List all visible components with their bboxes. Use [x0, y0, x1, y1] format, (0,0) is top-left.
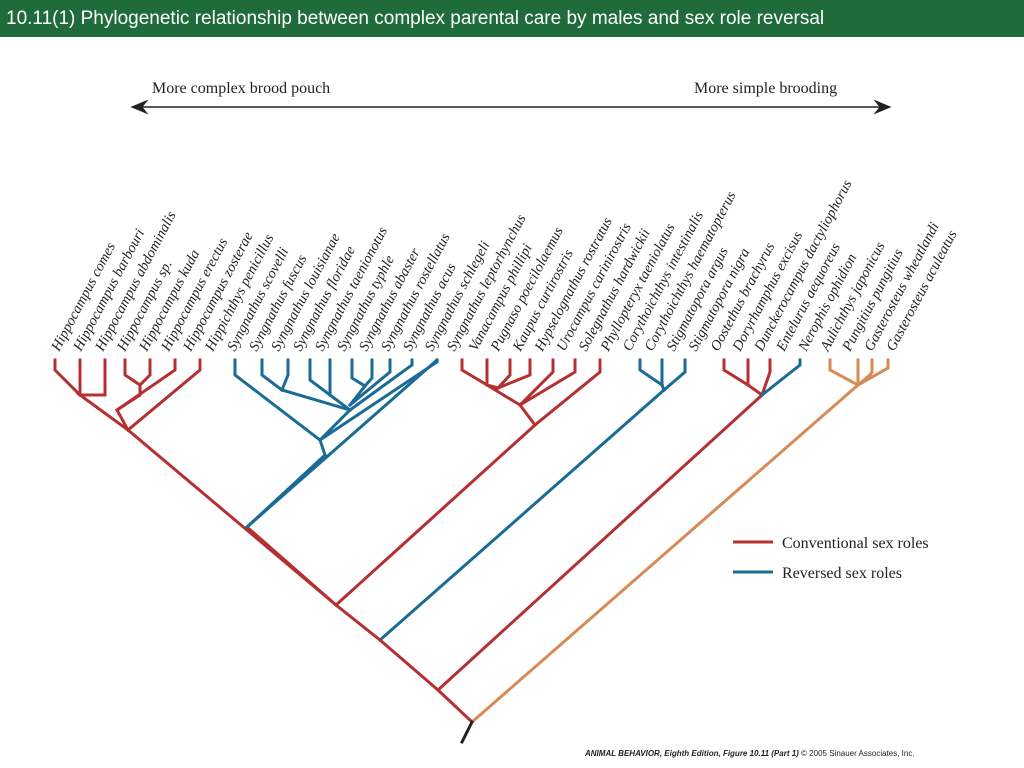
tree-branches: [53, 357, 890, 745]
title-bar: 10.11(1) Phylogenetic relationship betwe…: [0, 0, 1024, 37]
legend-label-reversed: Reversed sex roles: [782, 565, 902, 582]
branch-main-lower: [435, 687, 475, 725]
right-axis-label: More simple brooding: [694, 80, 837, 97]
clade-vanacampus: [333, 358, 602, 608]
left-axis-label: More complex brood pouch: [152, 80, 330, 97]
credit-figure: Figure 10.11 (Part 1): [722, 749, 799, 758]
tree-root: [459, 719, 475, 745]
clade-corythoichthys: [377, 358, 687, 643]
credit-copyright: © 2005 Sinauer Associates, Inc.: [801, 749, 915, 758]
clade-doryrhamphus: [435, 358, 772, 693]
branch-main-mid: [333, 602, 441, 693]
branch-syngnathus-stem: [244, 524, 339, 608]
legend-label-conventional: Conventional sex roles: [782, 535, 929, 552]
credit-book: ANIMAL BEHAVIOR, Eighth Edition,: [585, 749, 721, 758]
legend: Conventional sex roles Reversed sex role…: [733, 535, 929, 582]
phylogeny-figure: More complex brood pouch More simple bro…: [48, 80, 961, 745]
branch-syngnathus-diag: [244, 357, 440, 530]
clade-outgroup: [469, 358, 890, 725]
figure-credit: ANIMAL BEHAVIOR, Eighth Edition, Figure …: [585, 749, 915, 758]
slide-title: 10.11(1) Phylogenetic relationship betwe…: [6, 8, 825, 29]
branch-entelurus: [759, 358, 802, 398]
